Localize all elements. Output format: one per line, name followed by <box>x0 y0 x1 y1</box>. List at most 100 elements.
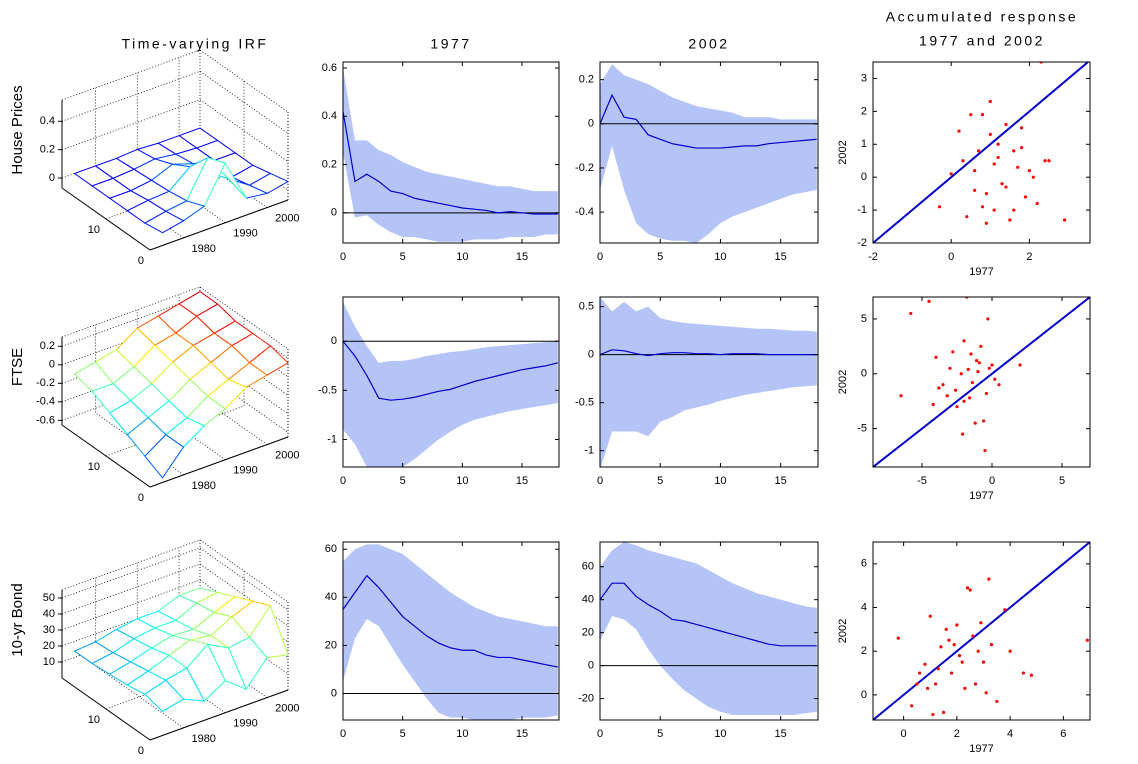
point <box>957 129 961 133</box>
point <box>941 383 945 387</box>
point <box>1012 208 1016 212</box>
point <box>1016 165 1020 169</box>
x-tick-label: 10 <box>714 728 726 740</box>
point <box>1023 195 1028 199</box>
axis-line <box>61 187 151 251</box>
point <box>996 142 1000 146</box>
x-tick-label: 6 <box>1060 728 1066 740</box>
point <box>971 634 975 638</box>
y-tick-label: 0.4 <box>322 110 337 122</box>
confidence-band <box>343 301 558 467</box>
plot-area <box>343 544 559 720</box>
point <box>982 419 986 423</box>
z-grid-line <box>61 563 289 627</box>
x-tick-label: 2 <box>1026 251 1032 263</box>
point <box>955 623 959 627</box>
box-edge <box>61 539 289 603</box>
point <box>984 192 988 196</box>
point <box>973 682 978 686</box>
y-tick-label: -1 <box>584 445 594 457</box>
axis-line <box>61 424 151 488</box>
row-label: House Prices <box>9 85 26 174</box>
point <box>1029 673 1034 677</box>
y-tick-label: 0.6 <box>322 62 337 74</box>
point <box>973 188 977 192</box>
y-tick-label: 40 <box>582 594 594 606</box>
plot-area <box>873 297 1090 467</box>
point <box>965 215 969 219</box>
point <box>984 221 988 225</box>
irf-line <box>343 111 558 215</box>
point <box>899 394 903 398</box>
point <box>963 686 967 690</box>
confidence-band <box>343 544 558 720</box>
plot-area <box>873 542 1090 720</box>
confidence-band <box>600 297 817 467</box>
plot-area <box>600 542 818 716</box>
axes-frame <box>342 296 560 468</box>
point <box>947 638 951 642</box>
y-tick-label: 0 <box>588 118 594 130</box>
y-tick-label: 0 <box>138 255 144 267</box>
y-tick-label: 0 <box>331 335 337 347</box>
plot-area <box>600 64 818 243</box>
y-tick-label: -0.2 <box>575 162 594 174</box>
point <box>1004 185 1008 189</box>
y-tick-label: 0 <box>331 687 337 699</box>
x-tick-label: 2000 <box>275 702 299 714</box>
box-edge <box>61 286 289 350</box>
point <box>937 205 942 209</box>
z-tick-label: 0.2 <box>40 144 55 156</box>
y-tick-label: 0 <box>588 660 594 672</box>
diagonal-line <box>873 542 1090 720</box>
point <box>968 396 972 400</box>
axis-line <box>149 436 289 488</box>
point <box>993 377 997 381</box>
x-axis-label: 1977 <box>969 743 993 755</box>
x-tick-label: 10 <box>714 475 726 487</box>
y-tick-label: 20 <box>582 627 594 639</box>
y-tick-label: 6 <box>861 558 867 570</box>
point <box>925 686 930 690</box>
point <box>941 710 946 714</box>
point <box>988 132 992 136</box>
point <box>1004 122 1008 127</box>
x-tick-label: 4 <box>1007 728 1013 740</box>
x-tick-label: 1990 <box>233 228 257 240</box>
point <box>962 339 966 343</box>
y-tick-label: -2 <box>857 237 867 249</box>
y-tick-label: 40 <box>325 591 337 603</box>
point <box>1031 175 1035 179</box>
mesh-cell <box>144 434 185 479</box>
y-tick-label: 10 <box>88 714 100 726</box>
point <box>986 317 990 321</box>
z-tick-label: 0.2 <box>40 340 55 352</box>
y-tick-label: 0 <box>138 492 144 504</box>
point <box>928 614 932 618</box>
irf-line <box>600 349 817 357</box>
point <box>951 350 955 354</box>
z-tick-label: -0.4 <box>36 396 55 408</box>
point <box>960 660 964 664</box>
x-tick-label: 0 <box>901 728 907 740</box>
axes-frame <box>342 61 560 244</box>
x-tick-label: 5 <box>1059 475 1065 487</box>
x-tick-label: 1980 <box>191 480 215 492</box>
point <box>969 113 973 117</box>
x-tick-label: 0 <box>989 475 995 487</box>
point <box>949 671 954 675</box>
axis-line <box>61 677 151 741</box>
point <box>948 366 952 370</box>
point <box>937 386 941 390</box>
point <box>970 380 975 385</box>
y-tick-label: 0 <box>861 689 867 701</box>
point <box>995 699 999 704</box>
diagonal-line <box>873 297 1090 467</box>
y-tick-label: 0 <box>861 171 867 183</box>
x-tick-label: 5 <box>657 728 663 740</box>
point <box>931 402 935 407</box>
point <box>955 405 959 409</box>
column-title: 2002 <box>688 36 729 52</box>
x-tick-label: 0 <box>340 475 346 487</box>
